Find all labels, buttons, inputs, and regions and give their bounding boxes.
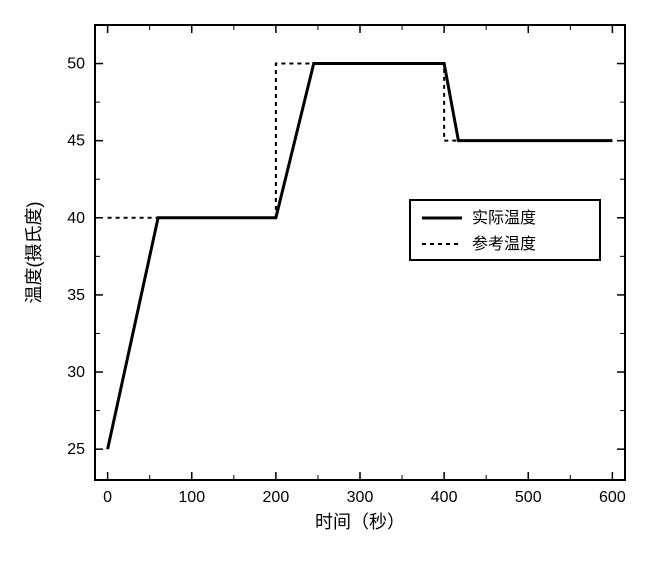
legend-label-reference: 参考温度	[472, 235, 536, 253]
y-axis-label: 温度(摄氏度)	[24, 202, 44, 304]
x-tick-label: 200	[263, 489, 290, 506]
chart-container: 0 100 200 300 400 500 600 25 30 35 40 45 50 时间（秒） 温度(摄…	[0, 0, 655, 562]
y-tick-label: 40	[67, 210, 85, 227]
legend-label-actual: 实际温度	[472, 209, 536, 227]
x-tick-label: 600	[599, 489, 626, 506]
y-tick-label: 50	[67, 56, 85, 73]
line-chart: 0 100 200 300 400 500 600 25 30 35 40 45 50 时间（秒） 温度(摄…	[0, 0, 655, 562]
x-tick-label: 500	[515, 489, 542, 506]
x-axis-label: 时间（秒）	[315, 512, 405, 532]
y-tick-label: 25	[67, 441, 85, 458]
x-tick-label: 0	[103, 489, 112, 506]
y-tick-label: 45	[67, 133, 85, 150]
x-tick-label: 100	[178, 489, 205, 506]
x-tick-label: 300	[347, 489, 374, 506]
x-tick-label: 400	[431, 489, 458, 506]
y-tick-label: 30	[67, 364, 85, 381]
y-tick-label: 35	[67, 287, 85, 304]
